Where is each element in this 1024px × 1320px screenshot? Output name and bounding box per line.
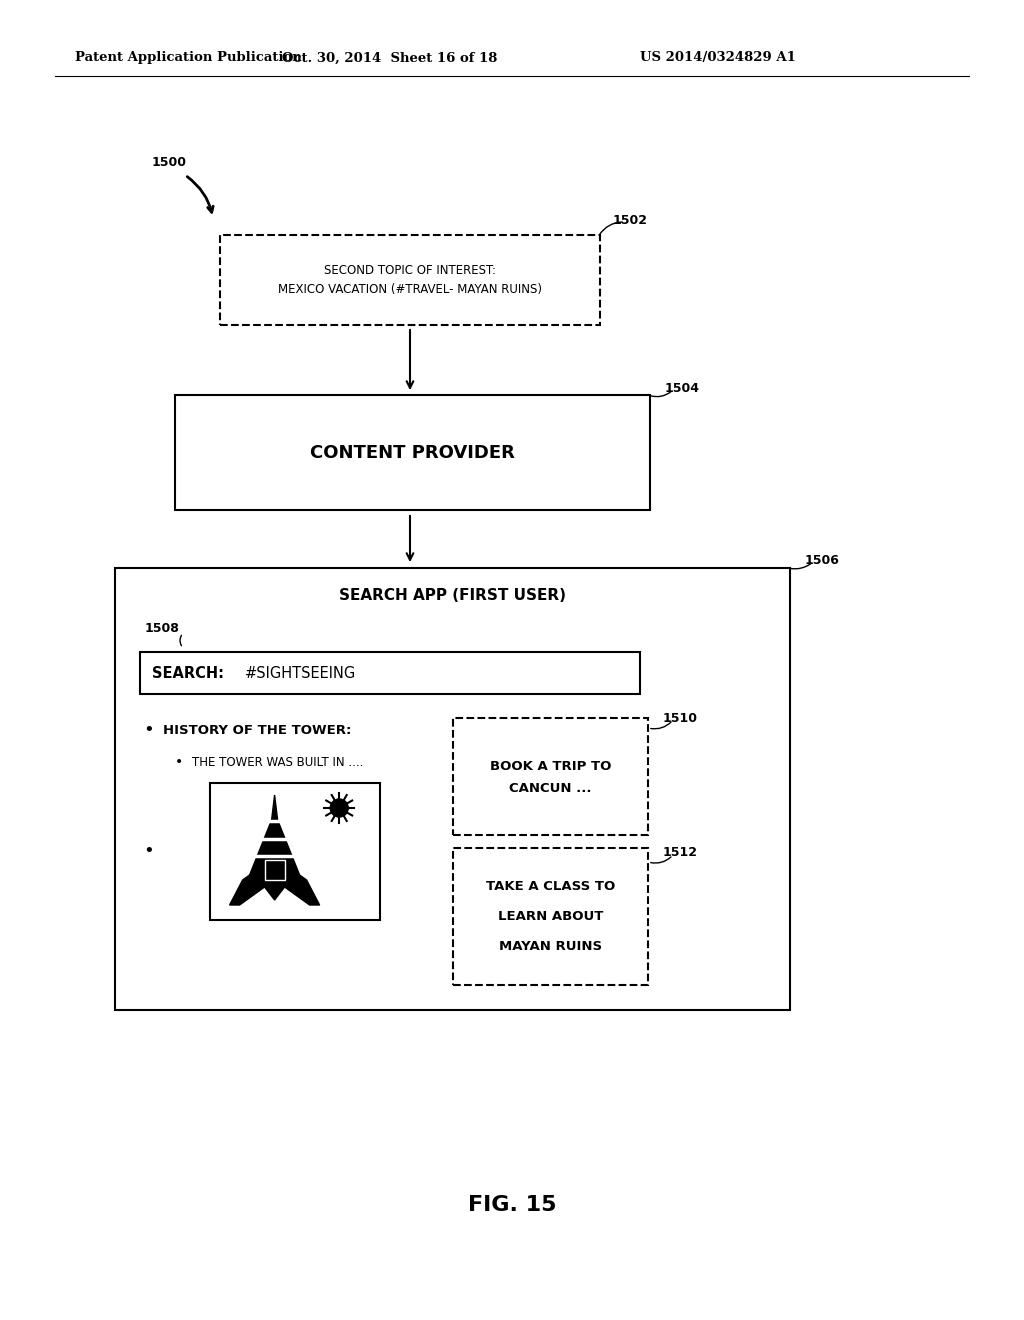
Text: THE TOWER WAS BUILT IN ....: THE TOWER WAS BUILT IN .... xyxy=(193,755,364,768)
Text: SEARCH:: SEARCH: xyxy=(152,665,224,681)
Text: •: • xyxy=(143,842,154,861)
Bar xyxy=(140,652,640,694)
Bar xyxy=(210,783,380,920)
Text: BOOK A TRIP TO: BOOK A TRIP TO xyxy=(489,760,611,774)
Text: SECOND TOPIC OF INTEREST:: SECOND TOPIC OF INTEREST: xyxy=(324,264,496,276)
Text: US 2014/0324829 A1: US 2014/0324829 A1 xyxy=(640,51,796,65)
Text: 1510: 1510 xyxy=(663,711,698,725)
Text: MAYAN RUINS: MAYAN RUINS xyxy=(499,940,602,953)
Bar xyxy=(264,861,285,880)
Text: FIG. 15: FIG. 15 xyxy=(468,1195,556,1214)
Text: 1512: 1512 xyxy=(663,846,698,859)
Text: TAKE A CLASS TO: TAKE A CLASS TO xyxy=(485,880,615,894)
Bar xyxy=(220,235,600,325)
Text: Patent Application Publication: Patent Application Publication xyxy=(75,51,302,65)
Text: LEARN ABOUT: LEARN ABOUT xyxy=(498,909,603,923)
Text: CONTENT PROVIDER: CONTENT PROVIDER xyxy=(310,444,515,462)
Polygon shape xyxy=(229,795,319,906)
Text: MEXICO VACATION (#TRAVEL- MAYAN RUINS): MEXICO VACATION (#TRAVEL- MAYAN RUINS) xyxy=(278,284,542,297)
Bar xyxy=(453,718,648,836)
Text: •: • xyxy=(143,721,154,739)
Text: 1504: 1504 xyxy=(665,381,700,395)
Bar xyxy=(453,847,648,985)
Text: CANCUN ...: CANCUN ... xyxy=(509,781,592,795)
Text: SEARCH APP (FIRST USER): SEARCH APP (FIRST USER) xyxy=(339,589,566,603)
Text: #SIGHTSEEING: #SIGHTSEEING xyxy=(245,665,356,681)
Circle shape xyxy=(330,799,348,817)
Text: 1502: 1502 xyxy=(613,214,648,227)
Text: Oct. 30, 2014  Sheet 16 of 18: Oct. 30, 2014 Sheet 16 of 18 xyxy=(283,51,498,65)
Bar xyxy=(175,395,650,510)
Text: 1508: 1508 xyxy=(145,622,180,635)
Text: HISTORY OF THE TOWER:: HISTORY OF THE TOWER: xyxy=(163,723,351,737)
Text: 1506: 1506 xyxy=(805,553,840,566)
Text: •: • xyxy=(175,755,183,770)
Text: 1500: 1500 xyxy=(152,156,187,169)
Bar xyxy=(115,568,790,1010)
